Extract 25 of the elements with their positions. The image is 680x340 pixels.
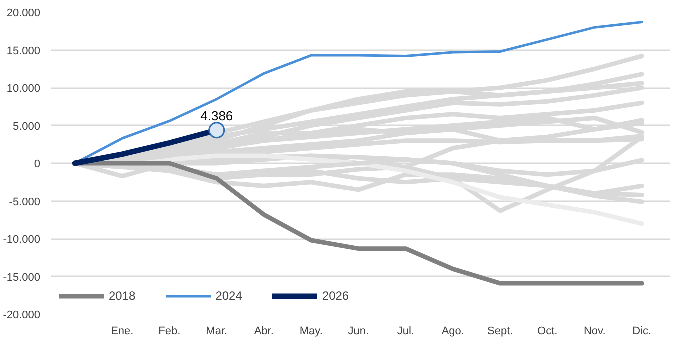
y-tick-label: -15.000	[3, 272, 41, 284]
x-tick-label: Feb.	[158, 326, 181, 338]
y-tick-label: -20.000	[3, 310, 41, 322]
x-tick-label: Jul.	[397, 326, 414, 338]
data-label: 4.386	[200, 108, 234, 124]
x-tick-label: Ene.	[111, 326, 134, 338]
y-tick-label: 0	[34, 158, 41, 170]
x-tick-label: Oct.	[538, 326, 558, 338]
x-tick-label: Jun.	[348, 326, 370, 338]
x-tick-label: Sept.	[488, 326, 514, 338]
x-tick-label: Dic.	[632, 326, 652, 338]
x-tick-label: Mar.	[206, 326, 228, 338]
y-tick-label: 15.000	[6, 45, 41, 58]
y-tick-label: 5.000	[12, 120, 41, 133]
x-tick-label: May.	[300, 326, 323, 338]
x-tick-label: Nov.	[584, 326, 606, 338]
y-tick-label: -5.000	[9, 196, 41, 208]
y-tick-label: 10.000	[6, 83, 41, 95]
y-tick-label: 20.000	[6, 8, 41, 20]
x-tick-label: Ago.	[442, 326, 464, 338]
legend-label: 2024	[216, 289, 242, 303]
y-tick-label: -10.000	[3, 234, 41, 246]
legend-label: 2018	[109, 289, 136, 303]
x-tick-label: Abr.	[254, 326, 274, 338]
legend-label: 2026	[322, 289, 350, 303]
